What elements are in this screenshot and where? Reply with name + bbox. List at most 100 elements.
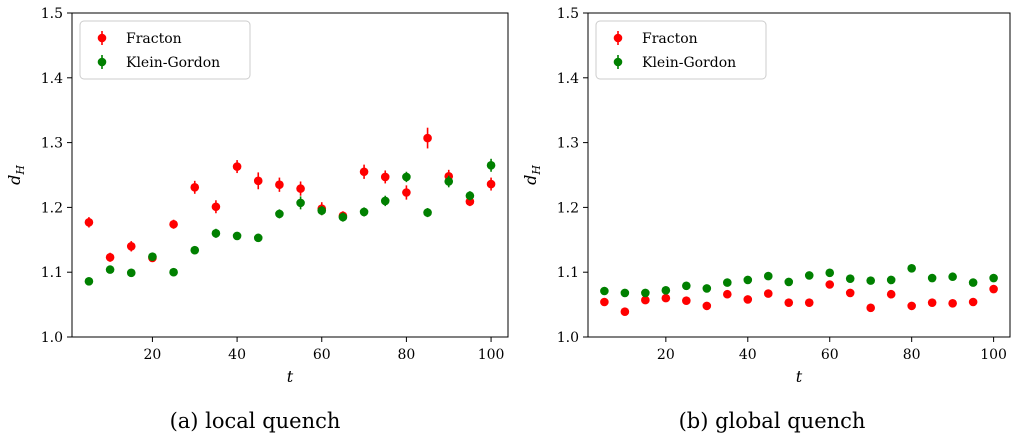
data-point bbox=[444, 177, 454, 186]
y-axis-label: dH bbox=[5, 165, 27, 185]
y-tick-label: 1.4 bbox=[557, 71, 579, 87]
data-point bbox=[486, 179, 496, 189]
x-tick-label: 100 bbox=[478, 347, 505, 363]
data-point bbox=[989, 273, 998, 283]
y-tick-label: 1.3 bbox=[41, 136, 63, 152]
data-point bbox=[253, 233, 263, 243]
series-fracton bbox=[84, 127, 496, 263]
data-point bbox=[763, 289, 773, 298]
x-tick-label: 80 bbox=[903, 347, 921, 363]
x-tick-label: 100 bbox=[980, 347, 1007, 363]
legend: Fracton Klein-Gordon bbox=[79, 20, 251, 80]
data-point bbox=[804, 271, 814, 280]
data-point bbox=[743, 275, 753, 285]
y-tick-label: 1.5 bbox=[41, 6, 63, 22]
data-point bbox=[968, 278, 978, 287]
data-point bbox=[866, 276, 875, 285]
data-point bbox=[641, 295, 650, 305]
data-point bbox=[275, 180, 284, 190]
y-axis-label: dH bbox=[521, 165, 543, 185]
data-point bbox=[907, 301, 916, 311]
data-point bbox=[359, 167, 369, 177]
data-point bbox=[682, 281, 691, 291]
x-axis-label: t bbox=[796, 367, 803, 386]
data-point bbox=[338, 212, 348, 222]
data-point bbox=[927, 273, 937, 283]
data-point bbox=[126, 241, 136, 251]
data-point bbox=[169, 267, 178, 277]
data-point bbox=[190, 183, 200, 192]
x-tick-label: 20 bbox=[657, 347, 675, 363]
legend-box bbox=[595, 20, 767, 80]
data-point bbox=[232, 231, 242, 241]
legend-box bbox=[79, 20, 251, 80]
x-tick-label: 60 bbox=[821, 347, 839, 363]
chart-panel-1: 1.0 1.1 1.2 1.3 1.4 1.5 20 40 60 80 100 t dH Fracton K… bbox=[5, 6, 509, 386]
legend-label: Fracton bbox=[126, 31, 182, 47]
y-tick-label: 1.3 bbox=[557, 136, 579, 152]
data-point bbox=[825, 280, 835, 289]
data-point bbox=[702, 284, 712, 293]
data-point bbox=[845, 288, 855, 298]
y-tick-label: 1.1 bbox=[41, 265, 63, 281]
data-point bbox=[105, 252, 115, 262]
x-axis-label: t bbox=[287, 367, 294, 386]
data-point bbox=[169, 219, 178, 229]
plot-frame bbox=[71, 12, 509, 338]
y-tick-label: 1.0 bbox=[41, 330, 63, 346]
x-tick-label: 20 bbox=[144, 347, 162, 363]
data-point bbox=[296, 184, 305, 193]
data-point bbox=[359, 207, 369, 217]
legend-label: Fracton bbox=[642, 31, 698, 47]
data-point bbox=[927, 298, 937, 307]
data-point bbox=[989, 284, 998, 294]
data-point bbox=[620, 288, 630, 298]
data-point bbox=[486, 160, 496, 170]
data-point bbox=[723, 289, 732, 299]
legend-label: Klein-Gordon bbox=[126, 55, 220, 71]
data-point bbox=[211, 229, 221, 238]
series-klein-gordon bbox=[84, 158, 496, 286]
data-point bbox=[948, 272, 957, 282]
data-point bbox=[211, 202, 221, 212]
data-point bbox=[682, 296, 691, 306]
y-tick-label: 1.0 bbox=[557, 330, 579, 346]
legend-marker bbox=[613, 33, 623, 43]
data-point bbox=[380, 196, 390, 206]
y-tick-label: 1.4 bbox=[41, 71, 63, 87]
data-point bbox=[126, 268, 136, 278]
data-point bbox=[661, 293, 671, 303]
caption-local-quench: (a) local quench bbox=[169, 409, 341, 433]
data-point bbox=[423, 133, 432, 143]
data-point bbox=[641, 288, 650, 298]
x-tick-label: 40 bbox=[228, 347, 246, 363]
x-tick-label: 60 bbox=[313, 347, 331, 363]
data-point bbox=[465, 191, 475, 201]
data-point bbox=[723, 278, 732, 287]
data-point bbox=[105, 265, 115, 274]
data-point bbox=[845, 274, 855, 283]
data-point bbox=[968, 297, 978, 307]
y-tick-label: 1.5 bbox=[557, 6, 579, 22]
legend-label: Klein-Gordon bbox=[642, 55, 736, 71]
legend-marker bbox=[97, 57, 107, 67]
data-point bbox=[825, 268, 835, 278]
data-point bbox=[784, 298, 794, 307]
series-fracton bbox=[600, 280, 998, 317]
chart-panel-2: 1.0 1.1 1.2 1.3 1.4 1.5 20 40 60 80 100 t dH Fracton K… bbox=[521, 6, 1011, 386]
data-point bbox=[702, 301, 712, 311]
data-point bbox=[886, 275, 896, 285]
data-point bbox=[907, 264, 916, 273]
data-point bbox=[620, 307, 630, 317]
data-point bbox=[948, 299, 957, 308]
data-point bbox=[661, 286, 671, 295]
data-point bbox=[253, 176, 263, 186]
data-point bbox=[600, 286, 609, 296]
data-point bbox=[866, 303, 875, 313]
data-point bbox=[402, 172, 411, 182]
data-point bbox=[600, 297, 609, 307]
legend-marker bbox=[613, 57, 623, 67]
caption-global-quench: (b) global quench bbox=[678, 409, 866, 433]
series-klein-gordon bbox=[600, 264, 998, 298]
